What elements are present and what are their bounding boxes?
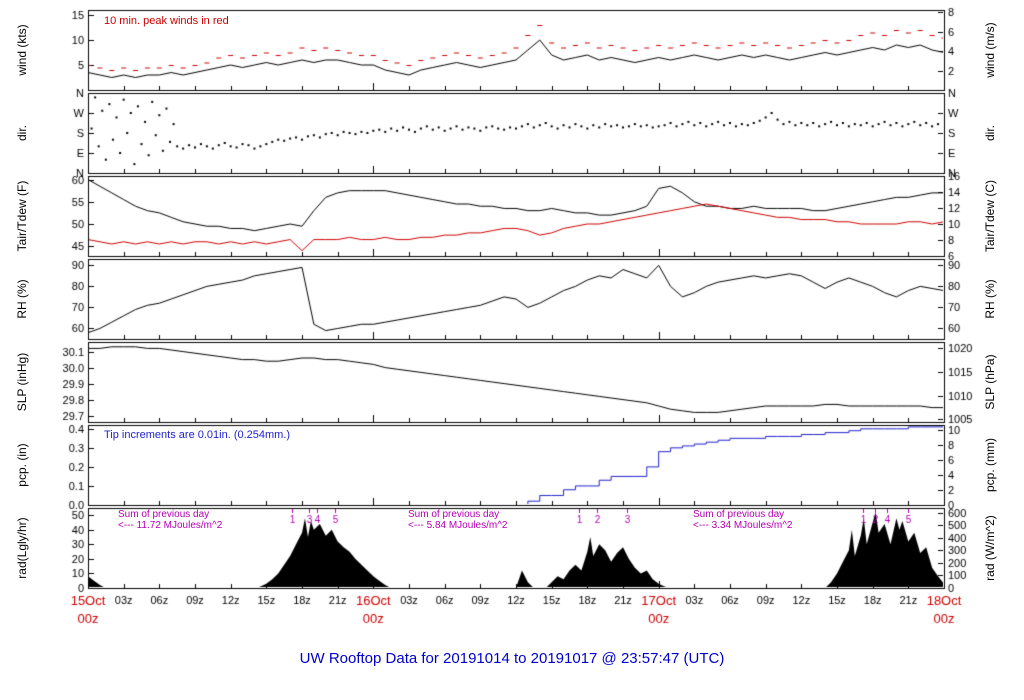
rad-sum-day2-line2: <--- 5.84 MJoules/m^2 <box>408 520 508 531</box>
rad-sum-day1-line1: Sum of previous day <box>118 509 210 520</box>
rad-sum-day1-line2: <--- 11.72 MJoules/m^2 <box>118 520 223 531</box>
rad-sum-annotation-day3: Sum of previous day <--- 3.34 MJoules/m^… <box>693 509 792 531</box>
rad-sum-annotation-day2: Sum of previous day <--- 5.84 MJoules/m^… <box>408 509 507 531</box>
chart-caption: UW Rooftop Data for 20191014 to 20191017… <box>299 650 725 667</box>
rad-sum-day3-line2: <--- 3.34 MJoules/m^2 <box>693 520 793 531</box>
rad-sum-day2-line1: Sum of previous day <box>408 509 500 520</box>
peak-wind-annotation: 10 min. peak winds in red <box>104 15 229 27</box>
rad-sum-day3-line1: Sum of previous day <box>693 509 785 520</box>
tip-increment-annotation: Tip increments are 0.01in. (0.254mm.) <box>104 429 291 441</box>
rad-sum-annotation-day1: Sum of previous day <--- 11.72 MJoules/m… <box>118 509 222 531</box>
